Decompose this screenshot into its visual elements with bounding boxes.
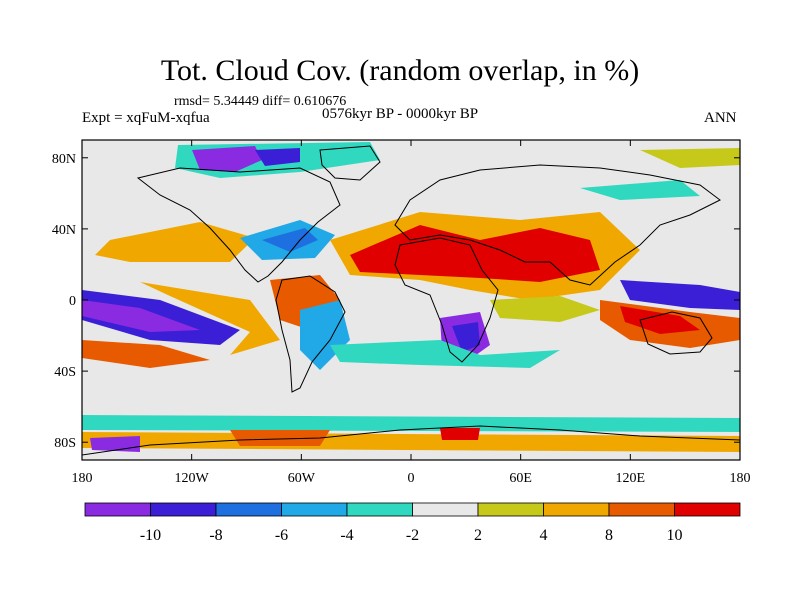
anomaly-field bbox=[82, 142, 740, 452]
anomaly-north-pacific-teal bbox=[580, 180, 700, 200]
anomaly-arctic-strong-negative bbox=[192, 146, 262, 172]
lon-tick-label: 0 bbox=[408, 471, 415, 486]
anomaly-australia-strong-positive bbox=[620, 306, 700, 334]
colorbar-swatch bbox=[412, 502, 479, 517]
anomaly-antarctic-negative bbox=[90, 436, 140, 452]
colorbar-swatch bbox=[215, 502, 282, 517]
colorbar-swatch bbox=[674, 502, 741, 517]
lon-tick-label: 120E bbox=[616, 471, 646, 486]
longitude-axis: 180 120W 60W 0 60E 120E 180 bbox=[72, 140, 751, 486]
colorbar-swatch bbox=[543, 502, 610, 517]
colorbar-label: -6 bbox=[275, 527, 288, 544]
lon-tick-label: 60W bbox=[288, 471, 316, 486]
anomaly-antarctic-red bbox=[440, 428, 480, 440]
coastline-australia bbox=[639, 311, 713, 355]
colorbar-swatch bbox=[608, 502, 675, 517]
anomaly-antarctic-strong-positive bbox=[230, 430, 330, 446]
lon-tick-label: 180 bbox=[730, 471, 751, 486]
colorbar-label: -10 bbox=[140, 527, 161, 544]
anomaly-namerica-blue bbox=[262, 228, 318, 252]
season-label: ANN bbox=[704, 110, 737, 126]
anomaly-arctic-blue bbox=[255, 148, 300, 166]
anomaly-maritime-negative bbox=[620, 280, 740, 310]
anomaly-south-atlantic-teal bbox=[330, 340, 560, 368]
lat-tick-label: 40S bbox=[54, 365, 76, 380]
colorbar: -10 -8 -6 -4 -2 2 4 8 10 bbox=[84, 502, 741, 544]
colorbar-swatch bbox=[346, 502, 413, 517]
colorbar-swatch bbox=[281, 502, 348, 517]
period-label: 0576kyr BP - 0000kyr BP bbox=[322, 106, 479, 122]
stats-label: rmsd= 5.34449 diff= 0.610676 bbox=[174, 94, 347, 109]
lat-tick-label: 40N bbox=[52, 223, 76, 238]
anomaly-tropical-pacific-strong-negative bbox=[82, 300, 200, 332]
colorbar-label: -8 bbox=[209, 527, 222, 544]
anomaly-southern-ocean-teal bbox=[82, 415, 740, 432]
coastlines bbox=[82, 145, 740, 456]
map-title: Tot. Cloud Cov. (random overlap, in %) bbox=[160, 54, 640, 87]
coastline-north-america bbox=[136, 167, 341, 283]
colorbar-label: -2 bbox=[406, 527, 419, 544]
colorbar-label: -4 bbox=[340, 527, 353, 544]
colorbar-label: 2 bbox=[474, 527, 482, 544]
lon-tick-label: 180 bbox=[72, 471, 93, 486]
coastline-europe-asia bbox=[394, 164, 721, 286]
lat-tick-label: 0 bbox=[69, 294, 76, 309]
coastline-africa bbox=[394, 237, 499, 363]
anomaly-tropical-pacific-positive bbox=[140, 282, 280, 355]
anomaly-southern-africa-blue bbox=[452, 322, 480, 352]
colorbar-swatch bbox=[477, 502, 544, 517]
anomaly-indian-ocean-positive bbox=[490, 296, 600, 322]
anomaly-npacific-positive bbox=[95, 222, 255, 262]
anomaly-south-pacific-positive bbox=[82, 340, 210, 368]
coastline-south-america bbox=[275, 275, 346, 393]
colorbar-label: 10 bbox=[667, 527, 683, 544]
coastline-antarctica bbox=[82, 425, 740, 456]
lat-tick-label: 80N bbox=[52, 152, 76, 167]
lon-tick-label: 60E bbox=[509, 471, 532, 486]
lon-tick-label: 120W bbox=[175, 471, 210, 486]
lat-tick-label: 80S bbox=[54, 436, 76, 451]
latitude-axis: 80N 40N 0 40S 80S bbox=[52, 152, 740, 451]
colorbar-swatch bbox=[84, 502, 151, 517]
colorbar-label: 4 bbox=[540, 527, 548, 544]
colorbar-label: 8 bbox=[605, 527, 613, 544]
anomaly-north-pacific-yellow bbox=[640, 148, 740, 168]
coastline-greenland bbox=[319, 145, 381, 181]
colorbar-swatch bbox=[150, 502, 217, 517]
experiment-label: Expt = xqFuM-xqfua bbox=[82, 110, 210, 126]
